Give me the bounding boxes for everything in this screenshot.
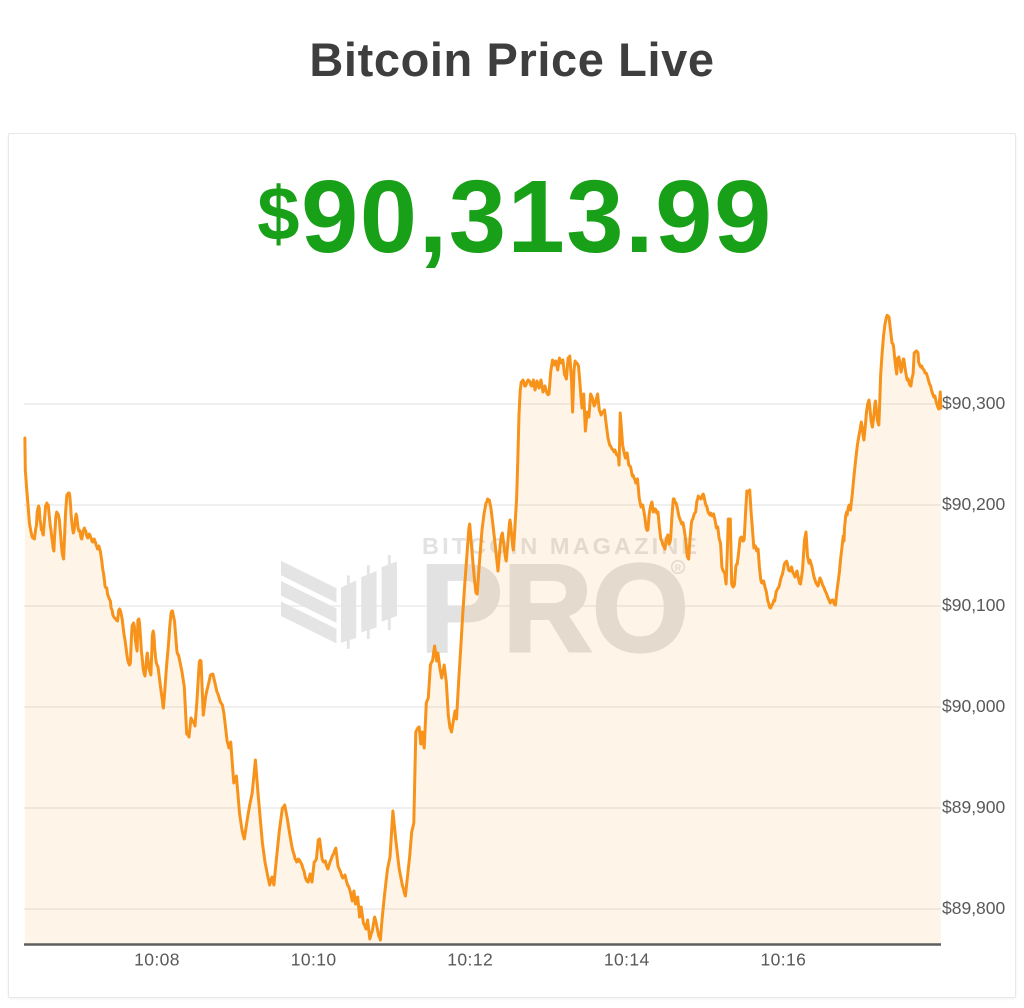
svg-text:$90,000: $90,000 xyxy=(942,696,1006,716)
svg-text:10:08: 10:08 xyxy=(134,950,180,970)
svg-text:$89,900: $89,900 xyxy=(942,797,1006,817)
svg-text:$90,200: $90,200 xyxy=(942,494,1006,514)
svg-text:$89,800: $89,800 xyxy=(942,898,1006,918)
svg-text:$90,300: $90,300 xyxy=(942,393,1006,413)
svg-text:R: R xyxy=(675,563,682,573)
svg-text:10:14: 10:14 xyxy=(604,950,650,970)
svg-text:10:16: 10:16 xyxy=(761,950,807,970)
svg-text:10:10: 10:10 xyxy=(291,950,337,970)
svg-text:10:12: 10:12 xyxy=(447,950,493,970)
svg-text:$90,100: $90,100 xyxy=(942,595,1006,615)
